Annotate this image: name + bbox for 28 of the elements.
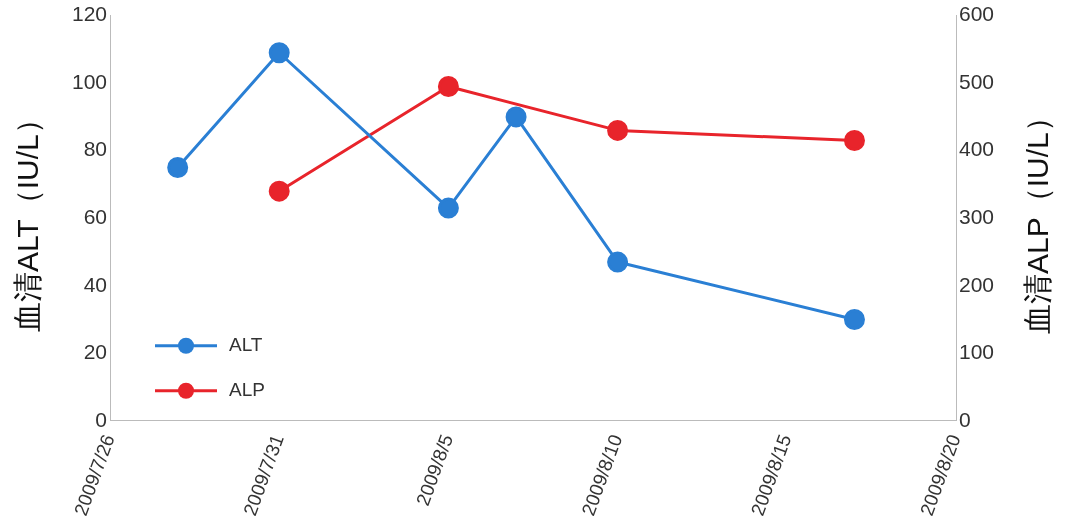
point <box>607 251 629 273</box>
legend-label: ALP <box>229 379 265 401</box>
y2-tick-label: 0 <box>959 407 971 431</box>
y2-tick-label: 600 <box>959 2 995 26</box>
point <box>268 180 290 202</box>
legend-label: ALT <box>229 334 263 356</box>
point <box>437 76 459 98</box>
point <box>843 308 865 330</box>
y-tick-label: 120 <box>71 2 107 26</box>
y-axis-title: 血清ALT（IU/L） <box>11 104 45 333</box>
point <box>437 197 459 219</box>
point <box>843 130 865 152</box>
y-tick-label: 100 <box>71 69 107 93</box>
y2-tick-label: 400 <box>959 137 995 161</box>
y2-tick-label: 500 <box>959 69 995 93</box>
y-tick-label: 80 <box>83 137 107 161</box>
y-tick-label: 60 <box>83 204 107 228</box>
y2-tick-label: 100 <box>959 340 995 364</box>
y-tick-label: 20 <box>83 340 107 364</box>
y2-tick-label: 200 <box>959 272 995 296</box>
point <box>505 106 527 128</box>
y-tick-label: 0 <box>95 407 107 431</box>
point <box>607 119 629 141</box>
y2-tick-label: 300 <box>959 204 995 228</box>
y-tick-label: 40 <box>83 272 107 296</box>
point <box>268 42 290 64</box>
y2-axis-title: 血清ALP（IU/L） <box>1021 102 1055 335</box>
point <box>167 157 189 179</box>
